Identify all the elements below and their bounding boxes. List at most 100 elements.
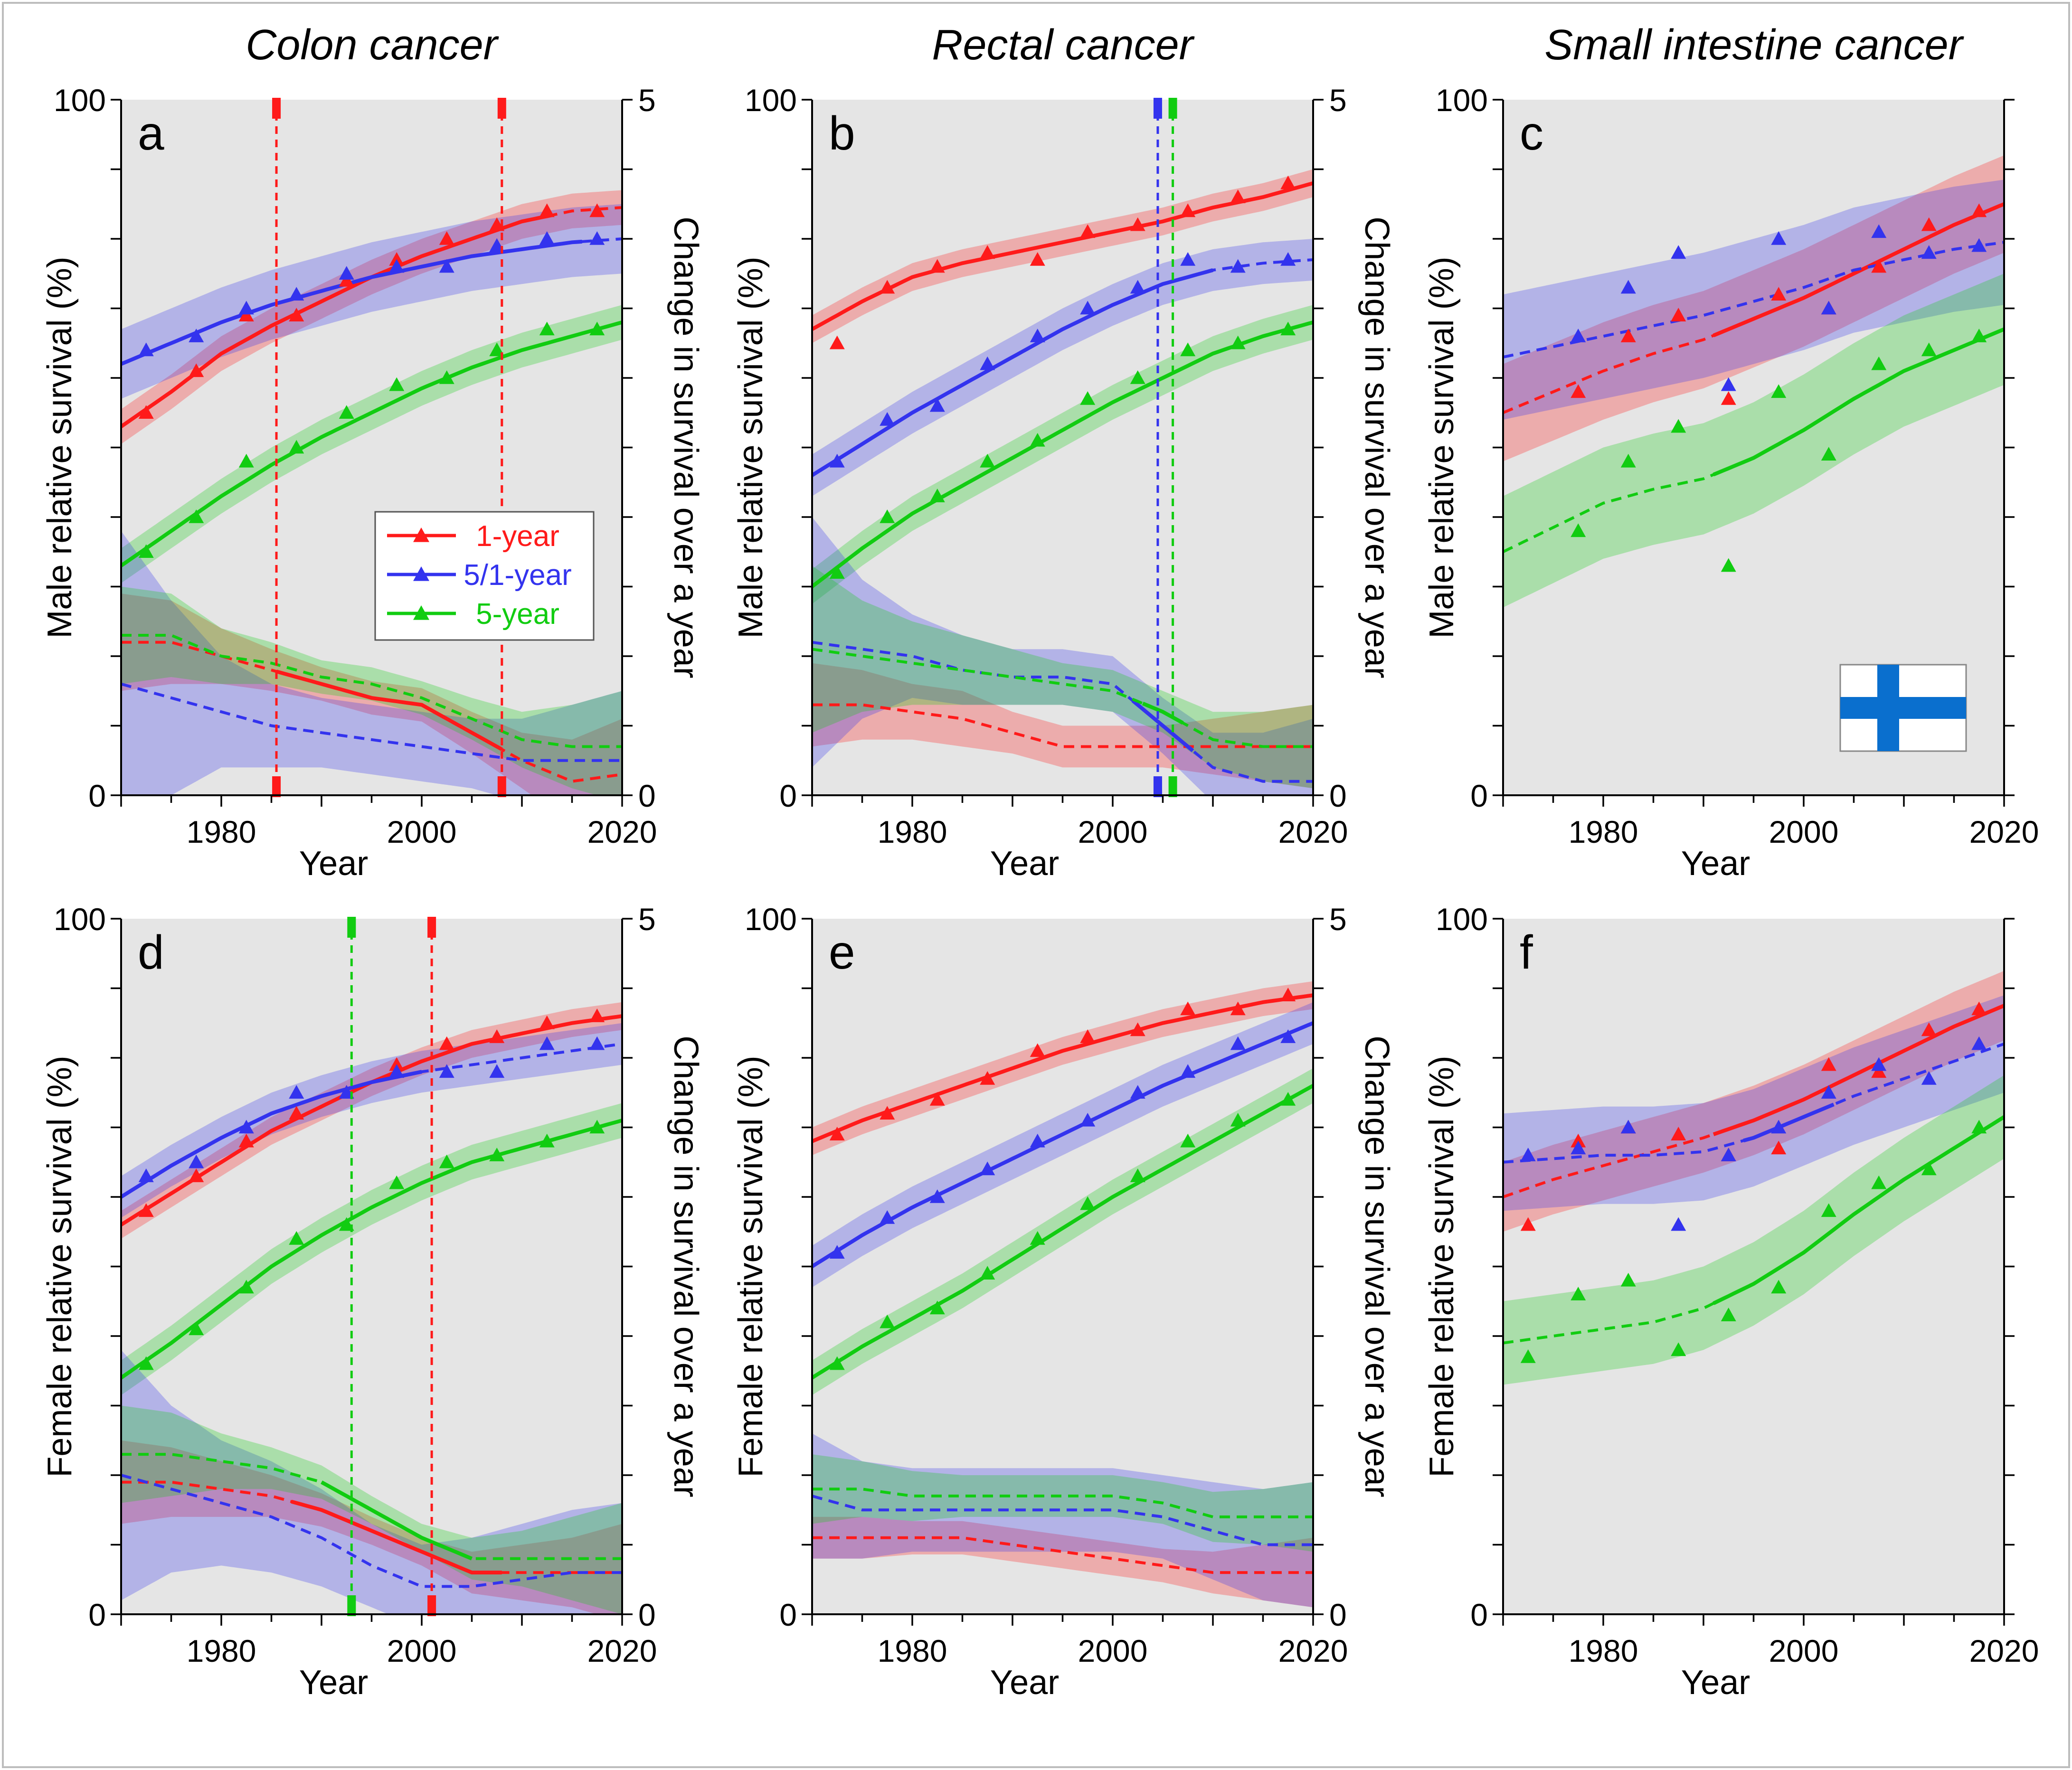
data-point bbox=[339, 405, 354, 419]
fit-line-dashed-5-1-year bbox=[1503, 241, 2004, 358]
breakpoint-marker-top bbox=[1168, 98, 1177, 119]
plot-background bbox=[121, 100, 622, 795]
x-tick-label: 1980 bbox=[187, 814, 256, 849]
fit-line-dashed-5-1-year-change bbox=[121, 682, 622, 762]
data-point bbox=[829, 335, 845, 349]
x-tick-label: 1980 bbox=[1569, 814, 1638, 849]
data-point bbox=[389, 1057, 405, 1071]
y-tick-label: 100 bbox=[745, 902, 797, 937]
data-point bbox=[1771, 1120, 1787, 1134]
flag-cross-horizontal bbox=[1840, 697, 1966, 719]
plot-area bbox=[812, 169, 1313, 795]
data-point bbox=[1821, 301, 1836, 315]
data-point bbox=[238, 308, 254, 321]
data-point bbox=[489, 1064, 505, 1078]
data-point bbox=[1030, 329, 1045, 342]
data-point bbox=[1620, 453, 1636, 468]
y-axis-label: Male relative survival (%) bbox=[732, 256, 770, 638]
data-point bbox=[1180, 252, 1196, 266]
data-point bbox=[189, 1154, 204, 1168]
data-point bbox=[880, 280, 895, 294]
ci-band-5-year bbox=[1503, 1075, 2004, 1385]
panel-f: 0 100 1980 2000 2020 Year Female relative surv… bbox=[1423, 902, 2039, 1702]
legend: 1-year 5/1-year 5-year bbox=[374, 511, 595, 641]
data-point bbox=[880, 1314, 895, 1328]
data-point bbox=[1921, 1071, 1937, 1085]
data-point bbox=[189, 363, 204, 377]
data-point bbox=[980, 245, 995, 259]
data-point bbox=[1230, 1001, 1246, 1016]
breakpoint-marker-top bbox=[272, 98, 281, 119]
y-axis-label: Male relative survival (%) bbox=[41, 256, 79, 638]
plot-area bbox=[1503, 155, 2004, 608]
data-point bbox=[589, 203, 605, 217]
fit-line-solid-5-year bbox=[1712, 327, 2004, 477]
fit-line-dashed-5-1-year bbox=[1503, 1042, 2004, 1164]
data-point bbox=[1571, 329, 1586, 342]
x-tick-label: 2020 bbox=[587, 1633, 657, 1668]
data-point bbox=[1180, 1001, 1196, 1016]
data-point bbox=[1771, 231, 1787, 245]
data-point bbox=[1080, 1196, 1096, 1210]
data-point bbox=[439, 231, 454, 245]
data-point bbox=[138, 1168, 154, 1182]
data-point bbox=[539, 321, 555, 336]
data-point bbox=[539, 1036, 555, 1050]
data-point bbox=[1971, 1120, 1987, 1134]
data-point bbox=[1771, 1140, 1787, 1155]
data-point bbox=[829, 565, 845, 579]
legend-label: 1-year bbox=[476, 520, 559, 553]
plot-area bbox=[1503, 970, 2004, 1385]
data-point bbox=[980, 1266, 995, 1280]
plot-area bbox=[812, 981, 1313, 1608]
data-point bbox=[589, 1008, 605, 1022]
data-point bbox=[1571, 384, 1586, 398]
x-tick-label: 2000 bbox=[1769, 1633, 1839, 1668]
ci-band-5-1-year-change bbox=[812, 1433, 1313, 1608]
y-axis-label: Female relative survival (%) bbox=[732, 1055, 770, 1477]
data-point bbox=[1130, 1022, 1145, 1036]
panel-d: 0 100 0 5 1980 2000 2020 Year Female relative su… bbox=[41, 902, 705, 1702]
data-point bbox=[1871, 1057, 1887, 1071]
data-point bbox=[1230, 189, 1246, 203]
data-point bbox=[1921, 1161, 1937, 1176]
ci-band-5-year bbox=[121, 305, 622, 584]
legend-marker bbox=[413, 605, 429, 620]
y-tick-label: 100 bbox=[745, 83, 797, 118]
data-point bbox=[1721, 558, 1736, 572]
data-point bbox=[389, 252, 405, 266]
data-point bbox=[389, 1064, 405, 1078]
ci-band-5-1-year bbox=[1503, 995, 2004, 1211]
x-tick-label: 2000 bbox=[1078, 814, 1148, 849]
data-point bbox=[1871, 224, 1887, 238]
fit-line-solid-5-year-change bbox=[1142, 701, 1184, 725]
data-point bbox=[589, 231, 605, 245]
fit-line-solid-5-1-year bbox=[812, 1021, 1313, 1268]
data-point bbox=[238, 301, 254, 315]
data-point bbox=[489, 1148, 505, 1161]
data-point bbox=[238, 453, 254, 468]
legend-label: 5/1-year bbox=[464, 559, 571, 592]
data-point bbox=[1671, 1217, 1686, 1231]
data-point bbox=[1671, 1127, 1686, 1140]
data-point bbox=[1030, 433, 1045, 447]
data-point bbox=[1821, 447, 1836, 461]
x-tick-label: 2000 bbox=[1078, 1633, 1148, 1668]
data-point bbox=[1821, 1085, 1836, 1099]
finland-flag-icon bbox=[1839, 664, 1967, 752]
data-point bbox=[1080, 1112, 1096, 1127]
breakpoint-marker-top bbox=[1153, 98, 1162, 119]
fit-line-dashed-5-1-year-change bbox=[812, 640, 1313, 783]
data-point bbox=[189, 1321, 204, 1336]
y2-tick-label: 5 bbox=[1329, 902, 1347, 937]
data-point bbox=[289, 1231, 304, 1245]
data-point bbox=[980, 1161, 995, 1176]
y2-axis-label: Change in survival over a year bbox=[667, 217, 705, 678]
ci-band-5-year-change bbox=[812, 565, 1313, 789]
breakpoint-marker-bottom bbox=[272, 776, 281, 797]
data-point bbox=[539, 1133, 555, 1148]
fit-line-solid-5-year bbox=[121, 1119, 622, 1380]
data-point bbox=[1620, 329, 1636, 342]
x-tick-label: 2020 bbox=[1969, 814, 2039, 849]
panel-c: Small intestine cancer 0 100 1980 2000 2020 Ye… bbox=[1423, 21, 2039, 883]
